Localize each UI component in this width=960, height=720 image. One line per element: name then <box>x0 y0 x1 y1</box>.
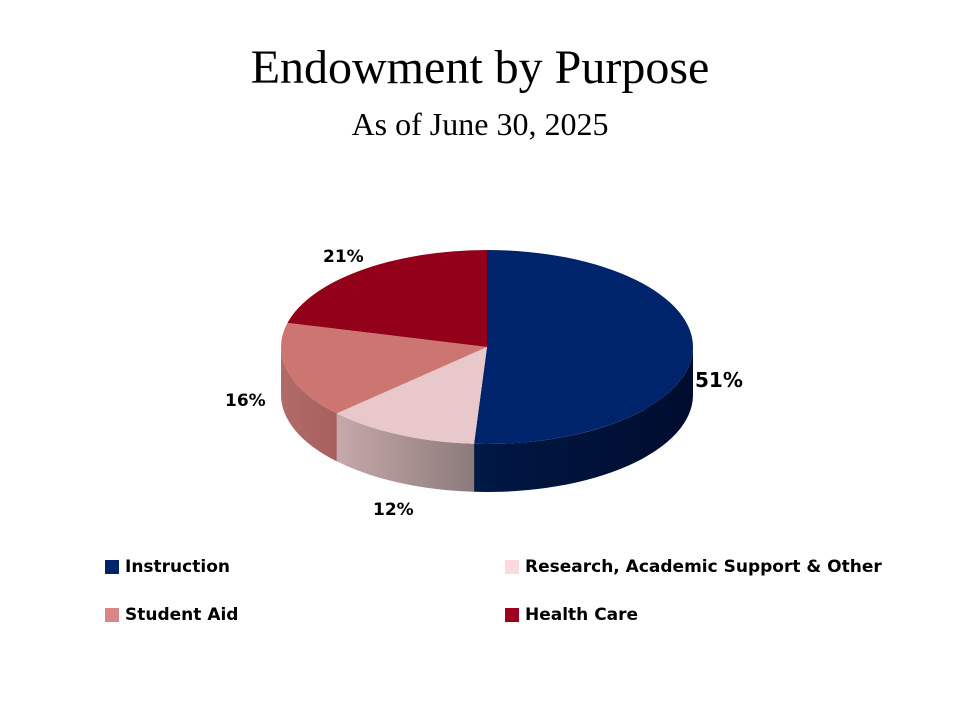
legend-label: Student Aid <box>125 605 239 625</box>
pie-side-2 <box>281 347 337 462</box>
legend-swatch-icon <box>505 560 519 574</box>
legend-label: Health Care <box>525 605 639 625</box>
label-health-care: 21% <box>323 247 364 267</box>
label-instruction: 51% <box>695 368 743 392</box>
pie-group <box>281 250 694 492</box>
legend-item-research: Research, Academic Support & Other <box>505 557 882 577</box>
pie-side-1 <box>336 413 475 492</box>
pie-slice-3 <box>287 250 487 347</box>
label-student-aid: 16% <box>225 391 266 411</box>
legend-item-instruction: Instruction <box>105 557 230 577</box>
legend-swatch-icon <box>505 608 519 622</box>
legend-item-student-aid: Student Aid <box>105 605 238 625</box>
legend-swatch-icon <box>105 608 119 622</box>
legend-item-health-care: Health Care <box>505 605 638 625</box>
legend-label: Instruction <box>125 557 230 577</box>
legend-swatch-icon <box>105 560 119 574</box>
chart-title: Endowment by Purpose <box>250 41 710 94</box>
label-research: 12% <box>373 500 414 520</box>
chart-subtitle: As of June 30, 2025 <box>351 106 609 142</box>
pie-slice-0 <box>474 250 694 445</box>
pie-side-0 <box>474 347 693 492</box>
pie-slice-1 <box>336 347 487 444</box>
legend-label: Research, Academic Support & Other <box>525 557 882 577</box>
pie-slice-2 <box>281 322 487 414</box>
